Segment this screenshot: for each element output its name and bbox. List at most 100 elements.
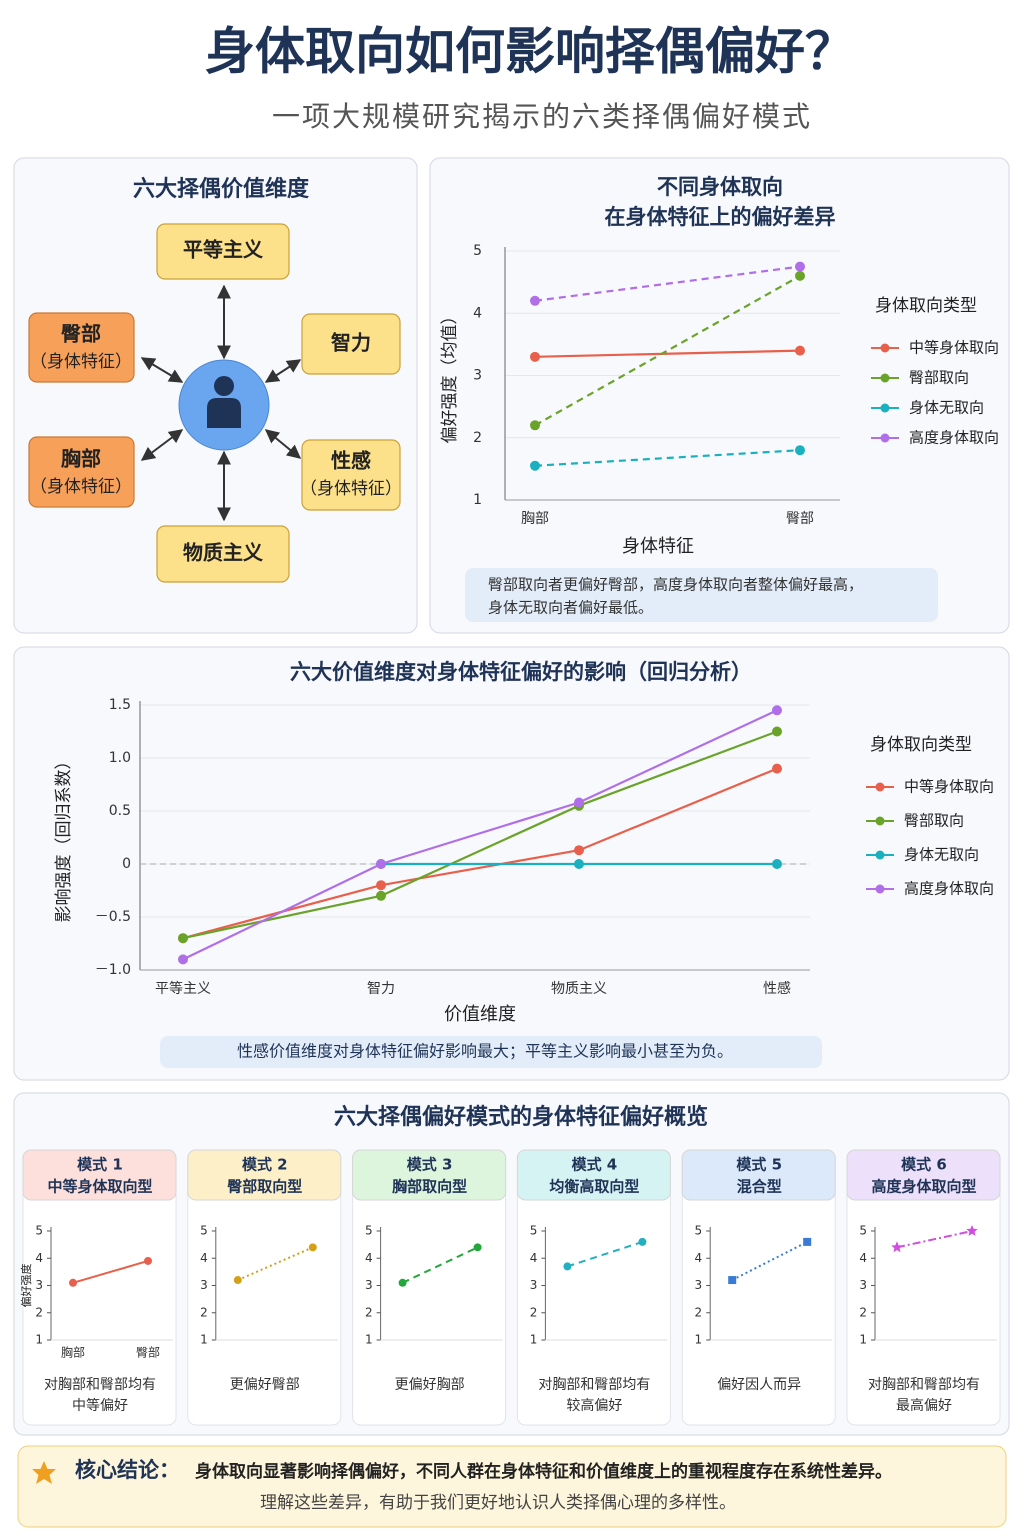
y-tick-label: 3: [200, 1278, 208, 1292]
series-line: [896, 1230, 973, 1249]
legend-swatch: [875, 884, 885, 894]
point: [574, 859, 584, 869]
pattern-title: 模式 1: [77, 1156, 123, 1174]
legend-swatch: [880, 403, 890, 413]
point: [772, 726, 782, 737]
x-tick-label: 胸部: [521, 511, 549, 527]
pattern-header: [846, 1149, 1001, 1201]
y-tick-label: 5: [859, 1224, 867, 1238]
point: [144, 1256, 152, 1265]
value-diagram: 六大择偶价值维度 平等主义 智力 性感 （身体特征） 物质主义 胸部 （身体特征…: [28, 176, 402, 583]
legend-swatch: [875, 850, 885, 860]
y-tick-label: 5: [530, 1224, 538, 1238]
y-tick-label: －1.0: [95, 962, 131, 978]
node-label: 平等主义: [183, 238, 263, 262]
pattern-title: 模式 5: [736, 1156, 782, 1174]
point: [772, 705, 782, 716]
page-title: 身体取向如何影响择偶偏好？: [205, 23, 855, 81]
y-tick-label: 5: [695, 1224, 703, 1238]
series-line: [237, 1246, 314, 1281]
legend-swatch: [875, 782, 885, 792]
point: [728, 1276, 737, 1285]
node-label: 物质主义: [183, 541, 263, 565]
series-line: [402, 1246, 479, 1284]
point: [795, 270, 805, 281]
point: [473, 1243, 482, 1252]
y-tick-label: 1: [695, 1333, 703, 1347]
chart-note: 对胸部和臀部均有: [538, 1377, 650, 1393]
y-tick-label: 4: [200, 1251, 208, 1265]
point: [178, 954, 188, 965]
y-tick-label: 2: [473, 430, 482, 446]
point: [803, 1237, 812, 1246]
diagram-title: 六大择偶价值维度: [133, 176, 310, 202]
y-tick-label: 2: [530, 1305, 538, 1319]
legend-swatch: [875, 816, 885, 826]
pattern-title: 模式 2: [242, 1156, 288, 1174]
y-tick-label: 5: [200, 1224, 208, 1238]
y-tick-label: 5: [35, 1224, 43, 1238]
pattern-title: 胸部取向型: [392, 1178, 467, 1196]
legend-label: 中等身体取向: [909, 339, 999, 357]
y-tick-label: 2: [365, 1305, 373, 1319]
y-tick-label: 3: [473, 368, 482, 384]
chart-note: 较高偏好: [566, 1397, 622, 1414]
series-line: [534, 349, 801, 358]
y-tick-label: 1: [35, 1333, 43, 1347]
point: [398, 1278, 407, 1287]
y-tick-label: 2: [200, 1305, 208, 1319]
point: [308, 1243, 317, 1252]
point: [795, 261, 805, 272]
chart-note: 身体无取向者偏好最低。: [488, 599, 653, 617]
pattern-header: [352, 1149, 507, 1201]
point: [530, 420, 540, 431]
chart-title: 不同身体取向: [657, 175, 783, 199]
y-axis-title: 偏好强度: [19, 1264, 33, 1308]
chart-note: 更偏好胸部: [395, 1377, 465, 1393]
y-tick-label: 1.0: [109, 750, 131, 766]
y-tick-label: 4: [473, 305, 482, 321]
point: [574, 797, 584, 808]
pattern-title: 模式 6: [901, 1156, 947, 1174]
point: [563, 1262, 572, 1271]
y-axis-title: 影响强度（回归系数）: [54, 753, 74, 923]
series-line: [534, 265, 801, 302]
y-tick-label: 1: [473, 492, 482, 508]
node-note: （身体特征）: [300, 479, 402, 499]
point: [772, 763, 782, 774]
y-tick-label: 1.5: [109, 697, 131, 713]
legend-title: 身体取向类型: [870, 735, 972, 755]
point: [530, 460, 540, 471]
chart-title: 在身体特征上的偏好差异: [605, 205, 836, 229]
legend-label: 中等身体取向: [904, 778, 994, 796]
pattern-title: 高度身体取向型: [871, 1178, 976, 1196]
node: [301, 313, 401, 375]
note-box: [160, 1036, 822, 1068]
chart-note: 性感价值维度对身体特征偏好影响最大；平等主义影响最小甚至为负。: [237, 1042, 733, 1061]
y-tick-label: 4: [365, 1251, 373, 1265]
chart-note: 中等偏好: [72, 1397, 128, 1414]
x-tick-label: 臀部: [786, 511, 814, 527]
chart-note: 偏好因人而异: [717, 1377, 801, 1393]
y-tick-label: 2: [35, 1305, 43, 1319]
point: [233, 1276, 242, 1285]
y-axis-title: 偏好强度（均值）: [440, 308, 460, 444]
y-tick-label: 5: [473, 243, 482, 259]
series-line: [182, 709, 778, 961]
x-tick-label: 胸部: [61, 1345, 85, 1360]
conclusion-label: 核心结论：: [75, 1458, 180, 1482]
point: [376, 890, 386, 901]
legend-label: 臀部取向: [904, 812, 964, 830]
arrow: [140, 429, 184, 461]
y-tick-label: 2: [695, 1305, 703, 1319]
y-tick-label: 3: [695, 1278, 703, 1292]
y-tick-label: 4: [35, 1251, 43, 1265]
point: [178, 933, 188, 944]
pattern-title: 中等身体取向型: [47, 1178, 152, 1196]
node-label: 胸部: [61, 447, 101, 471]
conclusion-text: 身体取向显著影响择偶偏好，不同人群在身体特征和价值维度上的重视程度存在系统性差异…: [195, 1461, 892, 1482]
conclusion-text: 理解这些差异，有助于我们更好地认识人类择偶心理的多样性。: [260, 1493, 736, 1513]
point: [530, 351, 540, 362]
legend-swatch: [880, 433, 890, 443]
